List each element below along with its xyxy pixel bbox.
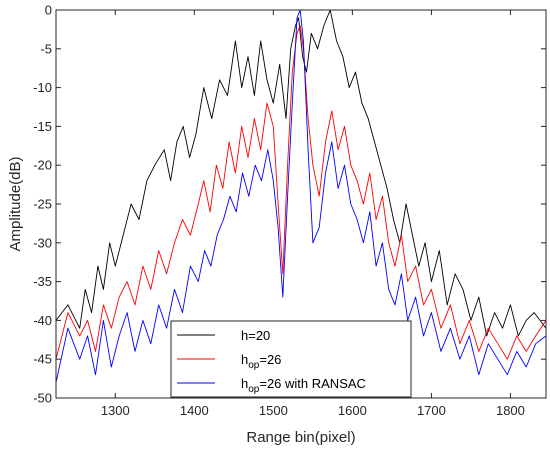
x-tick-label: 1500 [259,403,288,418]
series-layer [56,10,546,383]
x-tick-label: 1300 [101,403,130,418]
y-tick-label: -35 [33,274,52,289]
series-line-2 [56,25,546,360]
x-tick-label: 1700 [417,403,446,418]
legend-label-base: h [241,352,248,367]
series-line-1 [56,10,546,337]
y-tick-label: -45 [33,352,52,367]
y-tick-label: -50 [33,391,52,406]
legend-label-tail: =26 [259,352,281,367]
axes-layer: 1300 1400 1500 1600 1700 1800 0 -5 -10 -15 -20 -25 -… [33,3,547,418]
legend-label-tail: =26 with RANSAC [259,376,366,391]
y-tick-label: -30 [33,235,52,250]
y-tick-label: -40 [33,313,52,328]
legend-label-2: hop=26 [241,352,281,371]
legend-label-3: hop=26 with RANSAC [241,376,366,395]
legend-label-base: h [241,376,248,391]
x-tick-label: 1400 [180,403,209,418]
legend-label-subscript: op [248,360,260,371]
x-tick-label: 1600 [338,403,367,418]
y-tick-label: -20 [33,158,52,173]
legend-label-subscript: op [248,384,260,395]
y-axis-label: Amplitude(dB) [7,156,24,251]
series-line-3 [56,10,546,383]
y-tick-label: -25 [33,197,52,212]
y-tick-label: -15 [33,119,52,134]
y-tick-label: -10 [33,80,52,95]
y-tick-label: 0 [45,3,52,18]
legend-label-base: h=20 [241,328,270,343]
x-tick-label: 1800 [496,403,525,418]
legend-box [170,320,412,398]
y-tick-label: -5 [40,41,52,56]
legend-label-1: h=20 [241,328,270,343]
x-axis-label: Range bin(pixel) [246,429,355,446]
